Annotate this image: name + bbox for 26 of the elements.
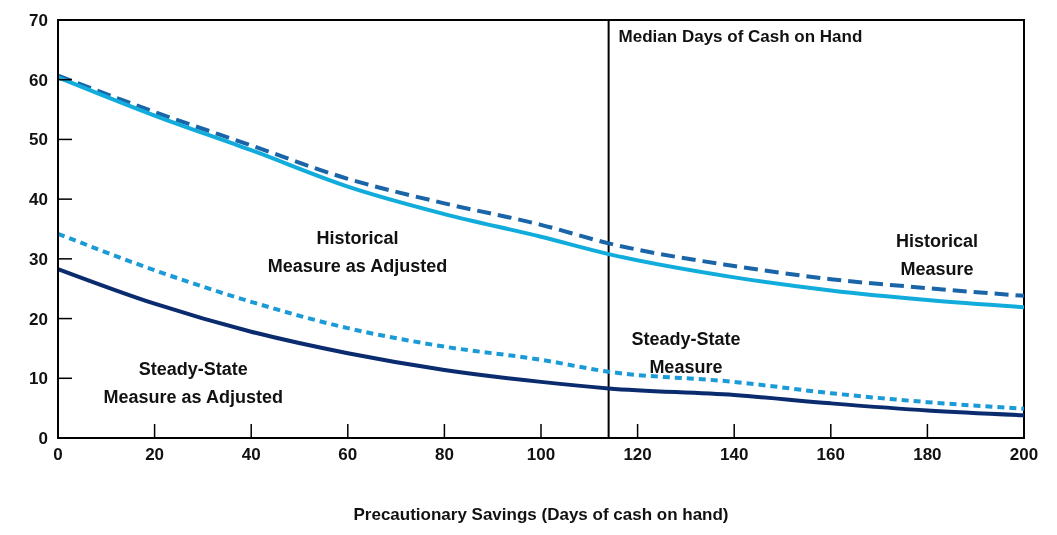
x-tick-label: 0 — [53, 445, 63, 464]
y-tick-label: 70 — [29, 11, 48, 30]
series-label: Steady-State Measure as Adjusted — [103, 359, 283, 408]
x-tick-label: 160 — [816, 445, 845, 464]
x-tick-label: 200 — [1009, 445, 1039, 464]
y-tick-label: 30 — [29, 249, 48, 269]
x-tick-label: 100 — [526, 445, 556, 464]
y-tick-label: 60 — [29, 70, 48, 90]
line-series — [58, 231, 1024, 411]
y-tick-label: 0 — [38, 429, 48, 448]
x-tick-label: 20 — [145, 445, 165, 464]
x-tick-label: 140 — [720, 445, 749, 464]
series-label: Steady-State Measure — [631, 329, 741, 378]
x-tick-label: 180 — [913, 445, 942, 464]
series-label: Historical Measure — [896, 230, 979, 279]
x-tick-label: 120 — [623, 445, 652, 464]
x-tick-label: 60 — [338, 445, 358, 464]
x-tick-label: 40 — [241, 445, 261, 464]
y-tick-label: 20 — [29, 309, 48, 329]
ref-line-label: Median Days of Cash on Hand — [618, 27, 863, 47]
y-tick-label: 10 — [29, 369, 48, 389]
x-axis-title: Precautionary Savings (Days of cash on hand) — [353, 505, 729, 524]
x-tick-label: 80 — [434, 445, 454, 464]
y-tick-label: 50 — [29, 130, 48, 150]
y-tick-label: 40 — [29, 190, 48, 210]
series-label: Historical Measure as Adjusted — [267, 227, 448, 276]
